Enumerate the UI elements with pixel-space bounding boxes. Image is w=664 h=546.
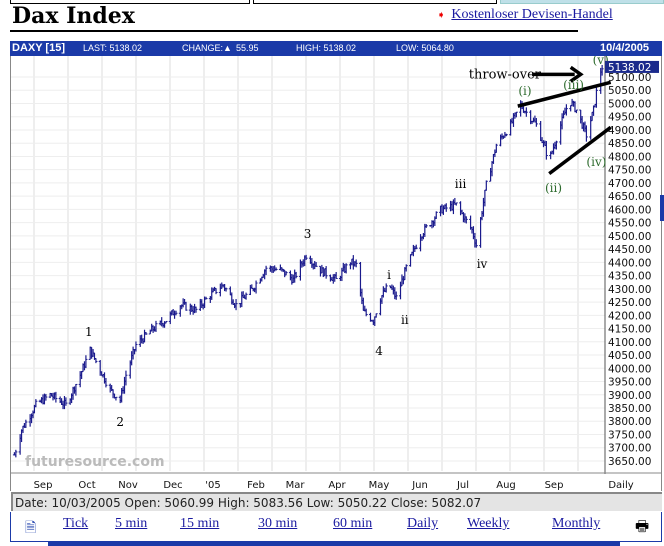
x-tick-label: '05 xyxy=(205,480,220,491)
y-tick-label: 4900.00 xyxy=(608,125,651,137)
bottom-bar xyxy=(48,541,620,546)
y-tick-label: 4950.00 xyxy=(608,112,651,124)
watermark-logo: futuresource.com xyxy=(25,454,165,470)
symbol: DAXY [15] xyxy=(12,42,65,54)
x-tick-label: Jul xyxy=(456,480,469,491)
y-tick-label: 5050.00 xyxy=(608,85,651,97)
current-price-label: 5138.02 xyxy=(608,62,651,74)
x-tick-label: Sep xyxy=(545,480,564,491)
wave-label: (iii) xyxy=(563,78,584,92)
y-tick-label: 4350.00 xyxy=(608,271,651,283)
y-tick-label: 4450.00 xyxy=(608,244,651,256)
y-tick-label: 4000.00 xyxy=(608,363,651,375)
y-tick-label: 4550.00 xyxy=(608,218,651,230)
y-tick-label: 3650.00 xyxy=(608,456,651,468)
y-tick-label: 4500.00 xyxy=(608,231,651,243)
y-tick-label: 4050.00 xyxy=(608,350,651,362)
x-tick-label: Daily xyxy=(608,480,633,491)
wave-label: ii xyxy=(401,313,409,327)
printer-icon[interactable]: 🖶 xyxy=(635,517,650,535)
tab-box[interactable] xyxy=(500,0,664,4)
y-tick-label: 5100.00 xyxy=(608,72,651,84)
y-tick-label: 4750.00 xyxy=(608,165,651,177)
link-monthly[interactable]: Monthly xyxy=(552,516,601,531)
y-tick-label: 4300.00 xyxy=(608,284,651,296)
link-5min[interactable]: 5 min xyxy=(115,516,148,531)
trendline xyxy=(517,80,612,108)
chart-frame: 5100.00 5050.00 5000.00 4950.00 4900.00 4850.… xyxy=(10,56,662,491)
tab-box[interactable] xyxy=(253,0,497,4)
wave-label: (iv) xyxy=(586,155,606,169)
wave-label: throw-over xyxy=(469,67,542,82)
wave-label: i xyxy=(387,268,391,282)
x-tick-label: Sep xyxy=(34,480,53,491)
promo-link[interactable]: Kostenloser Devisen-Handel xyxy=(451,7,613,22)
x-tick-label: Aug xyxy=(496,480,516,491)
y-tick-label: 3750.00 xyxy=(608,429,651,441)
link-tick[interactable]: Tick xyxy=(63,516,89,531)
x-tick-label: Jun xyxy=(411,480,428,491)
link-15min[interactable]: 15 min xyxy=(180,516,220,531)
quote-header: DAXY [15] LAST: 5138.02 CHANGE: ▲ 55.95 … xyxy=(10,41,662,56)
y-tick-label: 4800.00 xyxy=(608,151,651,163)
y-tick-label: 4650.00 xyxy=(608,191,651,203)
bar-info: Date: 10/03/2005 Open: 5060.99 High: 508… xyxy=(11,492,662,511)
y-tick-label: 4250.00 xyxy=(608,297,651,309)
y-tick-label: 4150.00 xyxy=(608,324,651,336)
arrow-right-icon: ➧ xyxy=(437,10,446,21)
current-price-box xyxy=(605,60,659,73)
x-tick-label: May xyxy=(369,480,390,491)
last-price: LAST: 5138.02 xyxy=(83,43,143,53)
x-tick-label: Oct xyxy=(78,480,95,491)
notes-icon[interactable]: 🗎 xyxy=(25,520,37,536)
y-tick-label: 4700.00 xyxy=(608,178,651,190)
wave-label: iv xyxy=(477,257,488,271)
scrollbar-edge[interactable] xyxy=(660,195,664,221)
high-price: HIGH: 5138.02 xyxy=(296,43,357,53)
wave-label: (v) xyxy=(593,56,609,67)
link-60min[interactable]: 60 min xyxy=(333,516,373,531)
y-tick-label: 3800.00 xyxy=(608,416,651,428)
y-tick-label: 4600.00 xyxy=(608,204,651,216)
wave-label: (i) xyxy=(518,84,531,98)
wave-label: iii xyxy=(455,177,467,191)
change-value: 55.95 xyxy=(236,43,259,53)
page-title: Dax Index xyxy=(12,3,135,29)
trendline xyxy=(548,125,612,176)
x-tick-label: Feb xyxy=(247,480,265,491)
interval-links: 🗎 Tick 5 min 15 min 30 min 60 min Daily … xyxy=(10,512,662,542)
arrow-right-icon xyxy=(569,65,584,83)
wave-label: 3 xyxy=(304,227,312,241)
x-tick-label: Nov xyxy=(118,480,138,491)
title-divider xyxy=(10,30,578,32)
link-30min[interactable]: 30 min xyxy=(258,516,298,531)
tab-box[interactable] xyxy=(10,0,250,4)
up-triangle-icon: ▲ xyxy=(223,43,232,53)
x-tick-label: Dec xyxy=(163,480,182,491)
x-tick-label: Mar xyxy=(286,480,306,491)
wave-label: 2 xyxy=(116,415,124,429)
y-tick-label: 4200.00 xyxy=(608,310,651,322)
change-label: CHANGE: xyxy=(182,43,224,53)
y-tick-label: 3950.00 xyxy=(608,377,651,389)
y-tick-label: 4100.00 xyxy=(608,337,651,349)
y-tick-label: 3850.00 xyxy=(608,403,651,415)
y-tick-label: 4850.00 xyxy=(608,138,651,150)
y-tick-label: 3900.00 xyxy=(608,390,651,402)
y-tick-label: 3700.00 xyxy=(608,443,651,455)
quote-date: 10/4/2005 xyxy=(600,42,649,54)
y-tick-label: 4400.00 xyxy=(608,257,651,269)
low-price: LOW: 5064.80 xyxy=(396,43,454,53)
y-tick-label: 5000.00 xyxy=(608,98,651,110)
link-weekly[interactable]: Weekly xyxy=(467,516,510,531)
x-tick-label: Apr xyxy=(328,480,346,491)
wave-label: (ii) xyxy=(545,181,562,195)
wave-label: 4 xyxy=(375,344,383,358)
wave-label: 1 xyxy=(85,325,93,339)
link-daily[interactable]: Daily xyxy=(407,516,439,531)
promo: ➧ Kostenloser Devisen-Handel xyxy=(437,7,613,23)
